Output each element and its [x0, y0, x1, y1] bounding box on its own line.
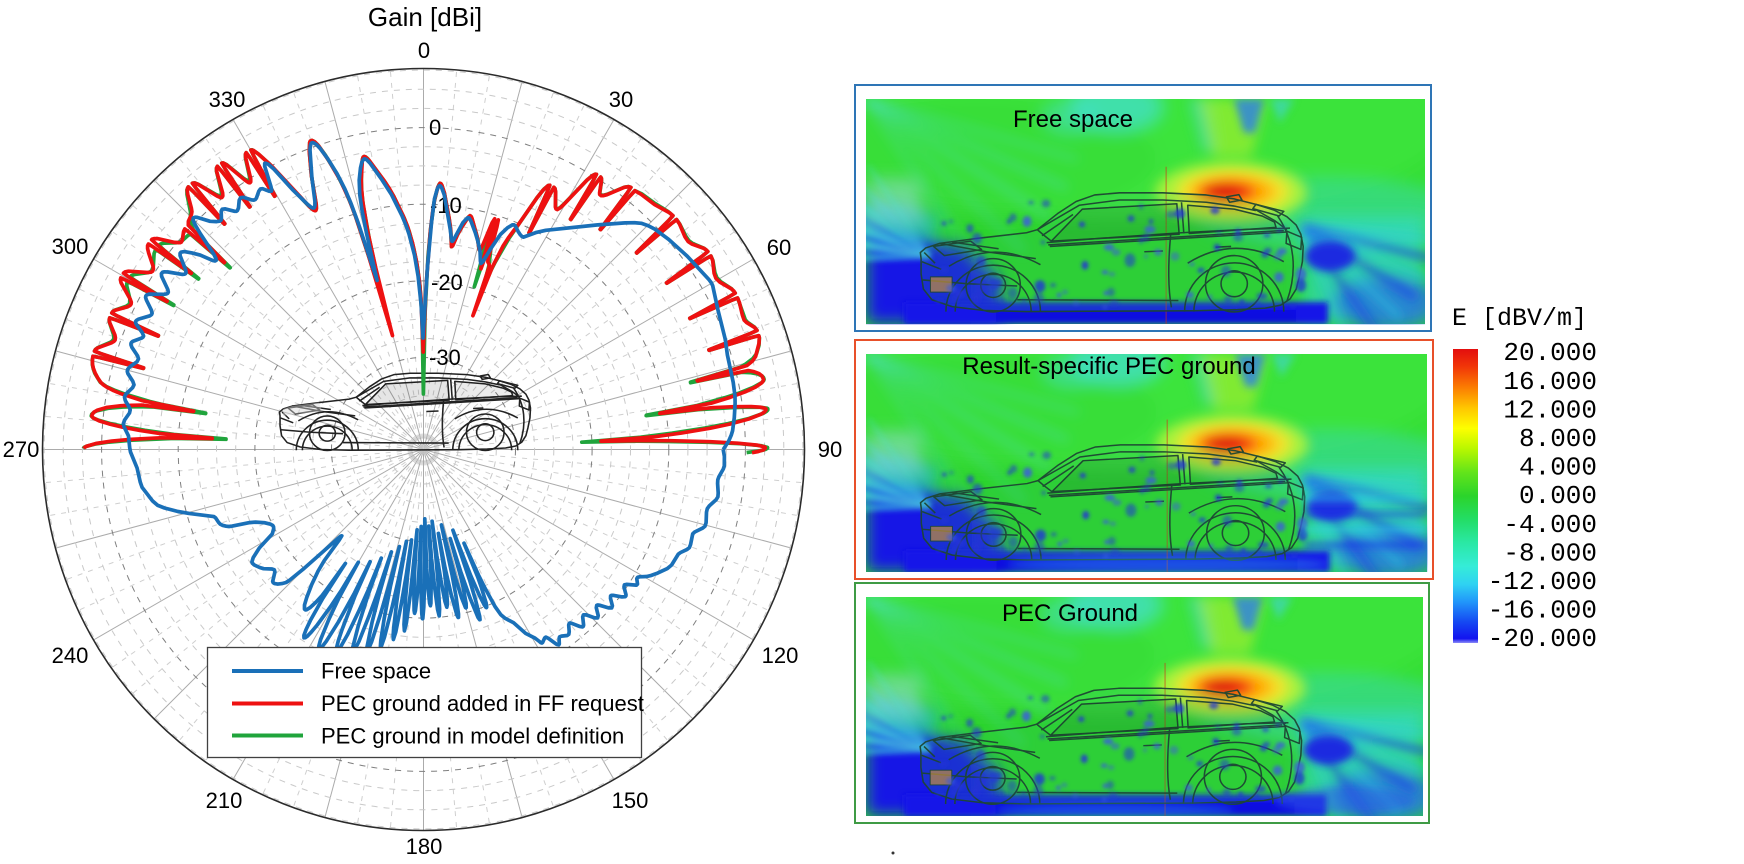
svg-text:300: 300: [52, 234, 89, 259]
svg-text:Result-specific PEC ground: Result-specific PEC ground: [962, 353, 1255, 380]
svg-text:30: 30: [609, 87, 633, 112]
svg-text:-12.000: -12.000: [1488, 567, 1597, 597]
svg-text:16.000: 16.000: [1503, 367, 1597, 397]
svg-text:0.000: 0.000: [1519, 481, 1597, 511]
svg-text:8.000: 8.000: [1519, 424, 1597, 454]
svg-text:0: 0: [418, 38, 430, 63]
svg-text:Gain [dBi]: Gain [dBi]: [368, 2, 482, 32]
svg-text:4.000: 4.000: [1519, 453, 1597, 483]
svg-text:Free space: Free space: [1013, 106, 1133, 133]
svg-text:PEC ground in model definition: PEC ground in model definition: [321, 724, 624, 749]
svg-text:-20: -20: [431, 270, 463, 295]
svg-text:180: 180: [406, 834, 443, 859]
svg-text:150: 150: [612, 788, 649, 813]
svg-text:Free space: Free space: [321, 659, 431, 684]
svg-text:330: 330: [209, 87, 246, 112]
svg-text:120: 120: [762, 643, 799, 668]
svg-text:-8.000: -8.000: [1503, 538, 1597, 568]
svg-text:E [dBV/m]: E [dBV/m]: [1452, 304, 1587, 333]
svg-text:90: 90: [818, 437, 842, 462]
svg-text:210: 210: [206, 788, 243, 813]
svg-text:240: 240: [52, 643, 89, 668]
svg-text:-4.000: -4.000: [1503, 510, 1597, 540]
svg-text:-16.000: -16.000: [1488, 596, 1597, 626]
svg-text:60: 60: [767, 235, 791, 260]
svg-text:270: 270: [3, 437, 40, 462]
svg-text:-20.000: -20.000: [1488, 624, 1597, 654]
svg-text:12.000: 12.000: [1503, 395, 1597, 425]
svg-text:PEC ground added in FF request: PEC ground added in FF request: [321, 691, 644, 716]
svg-text:20.000: 20.000: [1503, 338, 1597, 368]
svg-text:PEC Ground: PEC Ground: [1002, 600, 1138, 627]
svg-text:0: 0: [429, 115, 441, 140]
svg-text:-30: -30: [429, 345, 461, 370]
